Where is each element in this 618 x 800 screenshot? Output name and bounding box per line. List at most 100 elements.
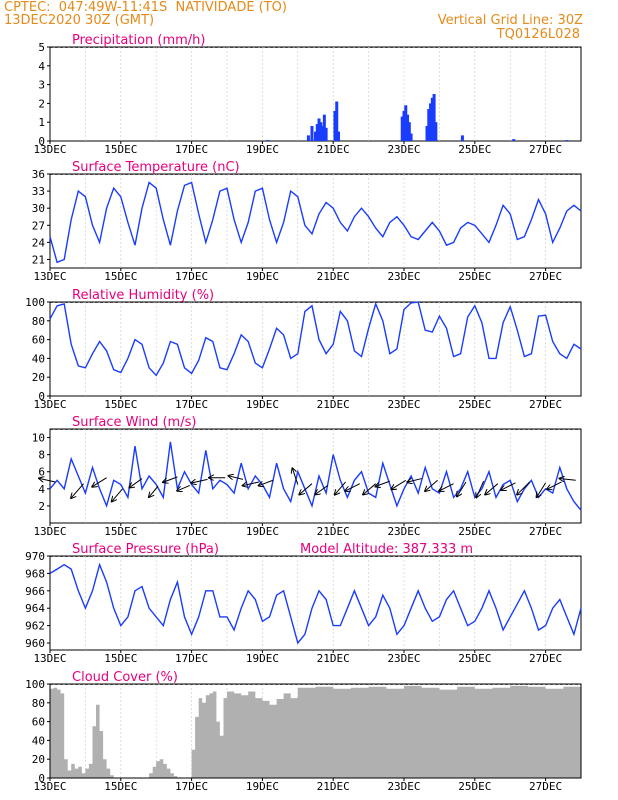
precip-bar <box>407 122 411 141</box>
rh-xtick-label: 19DEC <box>246 398 279 411</box>
wind-wind-arrow <box>391 479 407 489</box>
wind-wind-arrow <box>39 478 56 483</box>
wind-wind-arrow <box>501 482 516 490</box>
pressure-ytick-label: 962 <box>25 620 45 633</box>
rh-xtick-label: 27DEC <box>529 398 562 411</box>
precip-frame <box>49 46 582 142</box>
precip-bar <box>337 131 341 141</box>
temp-ytick-label: 24 <box>32 236 46 249</box>
precip-bar <box>409 133 413 141</box>
wind-wind-arrow <box>559 478 576 480</box>
rh-panel <box>47 301 582 399</box>
precip-bar <box>402 110 406 141</box>
temp-frame <box>49 173 582 269</box>
rh-xtick-label: 13DEC <box>33 398 66 411</box>
rh-ytick-label: 40 <box>32 352 45 365</box>
wind-wind-arrow <box>517 481 531 495</box>
precip-xtick-label: 25DEC <box>458 143 491 156</box>
rh-ytick-label: 0 <box>38 390 45 403</box>
temp-xtick-label: 27DEC <box>529 270 562 283</box>
wind-wind-arrow <box>112 488 123 502</box>
temp-ytick-label: 30 <box>32 202 45 215</box>
cloud-panel <box>47 683 582 781</box>
pressure-xtick-label: 25DEC <box>458 652 491 665</box>
wind-title: Surface Wind (m/s) <box>72 415 196 430</box>
cloud-ytick-label: 20 <box>32 753 45 766</box>
wind-ytick-label: 2 <box>38 500 45 513</box>
pressure-series-line <box>49 562 582 645</box>
temp-title: Surface Temperature (nC) <box>72 160 240 175</box>
rh-xtick-label: 21DEC <box>317 398 350 411</box>
rh-ytick-label: 100 <box>25 296 45 309</box>
wind-xtick-label: 15DEC <box>104 525 137 538</box>
pressure-ytick-label: 964 <box>25 602 45 615</box>
cloud-frame-overlay <box>49 683 582 779</box>
header-coords: 047:49W-11:41S <box>58 0 168 15</box>
precip-bar <box>432 94 436 141</box>
precip-bar <box>319 122 323 141</box>
precip-ytick-label: 0 <box>38 135 45 148</box>
header-place: NATIVIDADE (TO) <box>175 0 287 15</box>
cloud-xtick-label: 27DEC <box>529 780 562 793</box>
cloud-xtick-label: 15DEC <box>104 780 137 793</box>
precip-title: Precipitation (mm/h) <box>72 33 205 48</box>
pressure-xtick-label: 15DEC <box>104 652 137 665</box>
temp-panel <box>47 173 582 271</box>
cloud-ytick-label: 60 <box>32 716 45 729</box>
precip-ytick-label: 5 <box>38 41 45 54</box>
precip-bar <box>306 135 310 141</box>
wind-wind-arrow <box>292 468 299 485</box>
wind-wind-arrow <box>457 481 467 496</box>
rh-xtick-label: 25DEC <box>458 398 491 411</box>
rh-ytick-label: 20 <box>32 371 45 384</box>
precip-ytick-label: 1 <box>38 116 45 129</box>
temp-xtick-label: 17DEC <box>175 270 208 283</box>
wind-wind-arrow <box>299 483 313 495</box>
wind-frame <box>49 428 582 524</box>
temp-ytick-label: 33 <box>32 185 45 198</box>
wind-wind-arrow <box>407 479 422 483</box>
precip-xtick-label: 19DEC <box>246 143 279 156</box>
cloud-xtick-label: 23DEC <box>387 780 420 793</box>
precip-panel <box>47 46 582 144</box>
precip-ytick-label: 3 <box>38 79 45 92</box>
precip-bar <box>434 122 438 141</box>
pressure-frame <box>49 555 582 651</box>
wind-xtick-label: 27DEC <box>529 525 562 538</box>
precip-bar <box>321 125 325 141</box>
precip-bar <box>310 125 314 141</box>
temp-xtick-label: 15DEC <box>104 270 137 283</box>
header-code: TQ0126L028 <box>496 27 580 42</box>
precip-bar <box>425 125 429 141</box>
wind-ytick-label: 4 <box>38 483 45 496</box>
rh-xtick-label: 17DEC <box>175 398 208 411</box>
wind-wind-arrow <box>129 478 143 488</box>
rh-title: Relative Humidity (%) <box>72 288 214 303</box>
wind-xtick-label: 25DEC <box>458 525 491 538</box>
precip-bar <box>335 101 339 141</box>
precip-bar <box>512 139 516 141</box>
wind-ytick-label: 10 <box>32 432 45 445</box>
rh-xtick-label: 15DEC <box>104 398 137 411</box>
wind-wind-arrow <box>259 479 274 485</box>
precip-bar <box>324 127 328 141</box>
wind-wind-arrow <box>537 482 547 497</box>
pressure-xtick-label: 21DEC <box>317 652 350 665</box>
pressure-ytick-label: 970 <box>25 550 45 563</box>
header-grid-note: Vertical Grid Line: 30Z <box>437 13 583 28</box>
rh-xtick-label: 23DEC <box>387 398 420 411</box>
cloud-xtick-label: 25DEC <box>458 780 491 793</box>
cloud-xtick-label: 13DEC <box>33 780 66 793</box>
pressure-xtick-label: 23DEC <box>387 652 420 665</box>
wind-wind-arrow <box>315 484 329 494</box>
temp-xtick-label: 19DEC <box>246 270 279 283</box>
pressure-panel <box>47 555 582 653</box>
cloud-xtick-label: 21DEC <box>317 780 350 793</box>
precip-bar <box>266 140 270 141</box>
precip-bar <box>314 131 317 141</box>
cloud-title: Cloud Cover (%) <box>72 670 178 685</box>
wind-ytick-label: 8 <box>38 449 45 462</box>
cloud-ytick-label: 100 <box>25 678 45 691</box>
cloud-xtick-label: 19DEC <box>246 780 279 793</box>
